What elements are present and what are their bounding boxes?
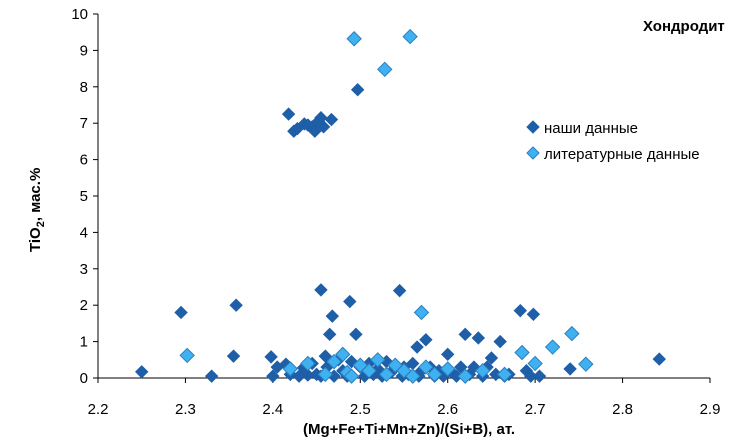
data-point-series-1: [652, 352, 666, 366]
y-tick-label: 0: [80, 370, 88, 387]
legend-marker-series-2: [526, 146, 540, 160]
data-point-series-2: [300, 355, 316, 372]
data-point-series-2: [457, 368, 473, 384]
chart-title: Хондродит: [643, 18, 725, 35]
y-ticks: 0 1 2 3 4 5 6 7 8 9 10: [71, 6, 98, 387]
data-point-series-1: [264, 350, 278, 364]
x-tick-label: 2.9: [700, 401, 721, 418]
data-point-series-1: [322, 327, 337, 342]
data-point-series-1: [343, 294, 357, 309]
data-point-series-1: [204, 369, 219, 383]
y-axis-title-suffix: , мас.%: [27, 168, 44, 221]
data-point-series-1: [524, 369, 538, 383]
x-tick-label: 2.4: [262, 401, 283, 418]
data-point-series-1: [392, 283, 407, 298]
x-tick-label: 2.6: [437, 401, 458, 418]
data-point-series-1: [308, 124, 322, 138]
y-tick-label: 3: [80, 261, 88, 278]
data-point-series-2: [346, 31, 362, 47]
data-point-series-2: [335, 346, 351, 363]
y-tick-label: 2: [80, 297, 88, 314]
data-point-series-2: [514, 344, 530, 361]
legend-marker-series-1: [526, 120, 540, 134]
data-point-series-2: [317, 366, 334, 383]
data-point-series-1: [563, 362, 577, 376]
data-point-series-1: [484, 351, 499, 365]
x-ticks: 2.2 2.3 2.4 2.5 2.6 2.7 2.8 2.9: [88, 378, 721, 418]
data-point-series-1: [471, 331, 486, 345]
data-point-series-1: [410, 340, 424, 354]
data-point-series-2: [282, 361, 299, 377]
y-tick-label: 7: [80, 115, 88, 132]
y-axis-title: TiO2, мас.%: [27, 168, 47, 252]
data-points: [135, 28, 666, 384]
y-tick-label: 6: [80, 152, 88, 169]
x-tick-label: 2.7: [525, 401, 546, 418]
y-tick-label: 4: [80, 224, 88, 241]
legend: наши данные литературные данные: [526, 120, 700, 163]
data-point-series-2: [527, 355, 543, 372]
data-point-series-2: [402, 28, 418, 45]
data-point-series-2: [413, 304, 430, 321]
data-point-series-1: [419, 333, 433, 347]
y-tick-label: 9: [80, 42, 88, 59]
data-point-series-1: [316, 120, 331, 134]
data-point-series-2: [377, 61, 393, 78]
data-point-series-2: [405, 368, 421, 384]
y-tick-label: 1: [80, 334, 88, 351]
data-point-series-1: [458, 327, 472, 342]
x-tick-label: 2.3: [175, 401, 196, 418]
data-point-series-2: [418, 359, 434, 375]
data-point-series-2: [378, 366, 395, 383]
x-tick-label: 2.8: [612, 401, 633, 418]
data-point-series-2: [326, 353, 342, 370]
data-point-series-2: [370, 352, 386, 368]
data-point-series-2: [496, 366, 513, 383]
data-point-series-1: [226, 349, 241, 363]
x-axis-title: (Mg+Fe+Ti+Mn+Zn)/(Si+B), ат.: [303, 421, 515, 438]
data-point-series-1: [526, 307, 541, 322]
data-point-series-2: [440, 361, 456, 377]
data-point-series-2: [564, 325, 580, 342]
x-tick-label: 2.2: [88, 401, 109, 418]
data-point-series-1: [174, 305, 188, 320]
data-point-series-1: [324, 112, 339, 127]
data-point-series-2: [544, 339, 561, 355]
data-point-series-1: [532, 369, 547, 383]
data-point-series-1: [229, 298, 243, 312]
x-tick-label: 2.5: [350, 401, 371, 418]
data-point-series-2: [578, 356, 594, 372]
legend-label-series-1: наши данные: [544, 120, 638, 137]
data-point-series-1: [513, 303, 527, 318]
data-point-series-1: [349, 327, 363, 342]
data-point-series-2: [474, 363, 491, 379]
data-point-series-1: [281, 107, 296, 121]
y-tick-label: 8: [80, 79, 88, 96]
data-point-series-2: [343, 368, 360, 384]
data-point-series-1: [266, 369, 280, 383]
legend-label-series-2: литературные данные: [544, 146, 700, 163]
data-point-series-1: [441, 347, 455, 362]
y-axis-title-main: TiO: [27, 227, 44, 252]
data-point-series-2: [179, 347, 195, 364]
y-tick-label: 5: [80, 188, 88, 205]
y-tick-label: 10: [71, 6, 88, 23]
data-point-series-1: [325, 309, 340, 323]
data-point-series-1: [314, 283, 328, 297]
data-point-series-1: [135, 365, 149, 379]
data-point-series-2: [361, 363, 377, 379]
y-axis-title-subscript: 2: [35, 221, 47, 227]
data-point-series-1: [493, 334, 507, 349]
data-point-series-1: [350, 83, 365, 97]
data-point-series-2: [426, 366, 443, 383]
